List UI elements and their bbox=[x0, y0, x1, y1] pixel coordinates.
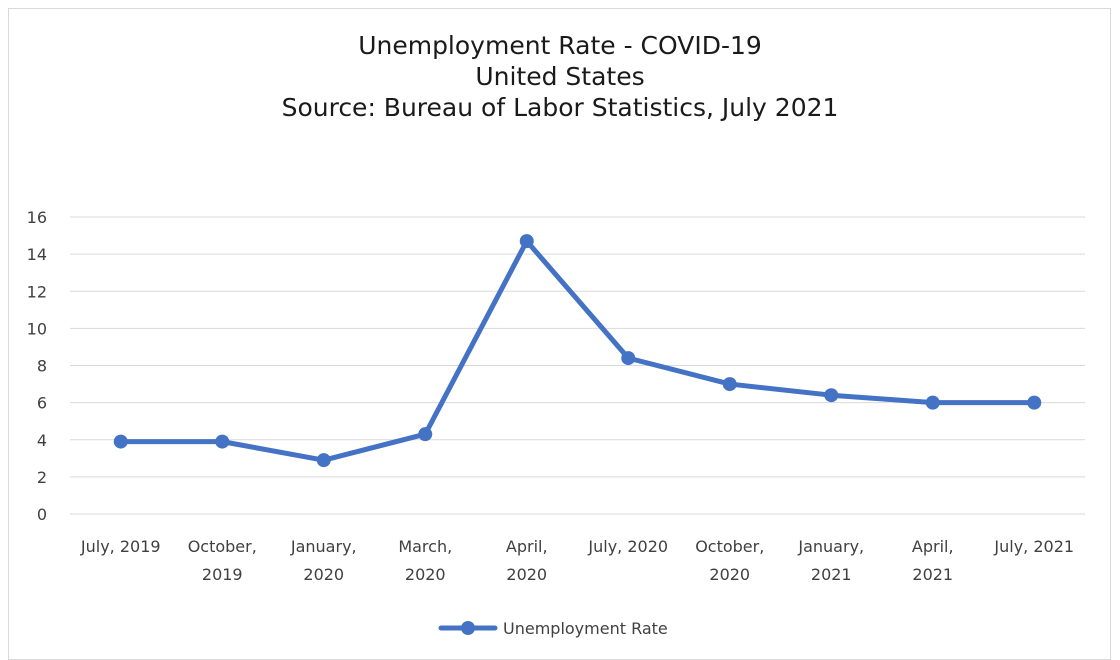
x-tick-label: October, 2020 bbox=[695, 537, 764, 584]
x-tick-label: January, 2020 bbox=[290, 537, 357, 584]
chart-subtitle: United States bbox=[475, 62, 645, 91]
x-tick-label: March, 2020 bbox=[398, 537, 452, 584]
y-tick-label: 16 bbox=[27, 208, 47, 227]
x-tick-label-line: January, bbox=[290, 537, 357, 556]
x-tick-label: April, 2020 bbox=[506, 537, 548, 584]
y-tick-label: 6 bbox=[37, 394, 47, 413]
chart-area bbox=[8, 8, 1111, 660]
chart-source: Source: Bureau of Labor Statistics, July… bbox=[281, 93, 839, 122]
y-tick-label: 0 bbox=[37, 505, 47, 524]
x-tick-label-line: March, bbox=[398, 537, 452, 556]
data-point bbox=[824, 388, 839, 403]
data-point bbox=[621, 351, 636, 366]
y-tick-label: 2 bbox=[37, 468, 47, 487]
x-tick-label: October, 2019 bbox=[188, 537, 257, 584]
y-tick-label: 12 bbox=[27, 282, 47, 301]
chart-title-block: Unemployment Rate - COVID-19 United Stat… bbox=[0, 30, 1120, 123]
x-tick-label-line: 2021 bbox=[811, 565, 852, 584]
gridlines bbox=[70, 216, 1085, 515]
data-point bbox=[418, 427, 433, 442]
x-tick-label-line: July, 2021 bbox=[993, 537, 1074, 556]
legend-marker bbox=[461, 621, 475, 635]
x-tick-label-line: October, bbox=[188, 537, 257, 556]
x-tick-label-line: 2019 bbox=[202, 565, 243, 584]
x-tick-label: July, 2021 bbox=[993, 537, 1074, 556]
x-tick-label-line: 2020 bbox=[709, 565, 750, 584]
x-tick-label: July, 2019 bbox=[80, 537, 161, 556]
x-tick-label-line: July, 2020 bbox=[587, 537, 668, 556]
x-tick-label: January, 2021 bbox=[797, 537, 864, 584]
x-tick-label-line: 2021 bbox=[912, 565, 953, 584]
y-tick-label: 4 bbox=[37, 431, 47, 450]
x-tick-label-line: April, bbox=[912, 537, 954, 556]
x-tick-label-line: October, bbox=[695, 537, 764, 556]
x-tick-label-line: April, bbox=[506, 537, 548, 556]
data-point bbox=[215, 434, 230, 449]
x-tick-label-line: 2020 bbox=[405, 565, 446, 584]
data-point bbox=[113, 434, 128, 449]
y-tick-label: 8 bbox=[37, 357, 47, 376]
x-tick-label-line: 2020 bbox=[506, 565, 547, 584]
data-point bbox=[316, 453, 331, 468]
series-line bbox=[118, 238, 1037, 463]
x-tick-label: July, 2020 bbox=[587, 537, 668, 556]
x-tick-label-line: January, bbox=[797, 537, 864, 556]
legend-label: Unemployment Rate bbox=[503, 619, 668, 638]
data-point bbox=[925, 395, 940, 410]
y-tick-label: 14 bbox=[27, 245, 47, 264]
series-unemployment-rate bbox=[113, 234, 1042, 468]
data-point bbox=[722, 377, 737, 392]
chart-title: Unemployment Rate - COVID-19 bbox=[358, 31, 762, 60]
legend: Unemployment Rate bbox=[438, 619, 668, 638]
data-point bbox=[1027, 395, 1042, 410]
data-point bbox=[519, 234, 534, 249]
x-tick-label-line: July, 2019 bbox=[80, 537, 161, 556]
y-axis-ticks: 0 2 4 6 8 10 12 14 16 bbox=[27, 208, 47, 524]
x-tick-label: April, 2021 bbox=[912, 537, 954, 584]
x-tick-label-line: 2020 bbox=[303, 565, 344, 584]
y-tick-label: 10 bbox=[27, 319, 47, 338]
